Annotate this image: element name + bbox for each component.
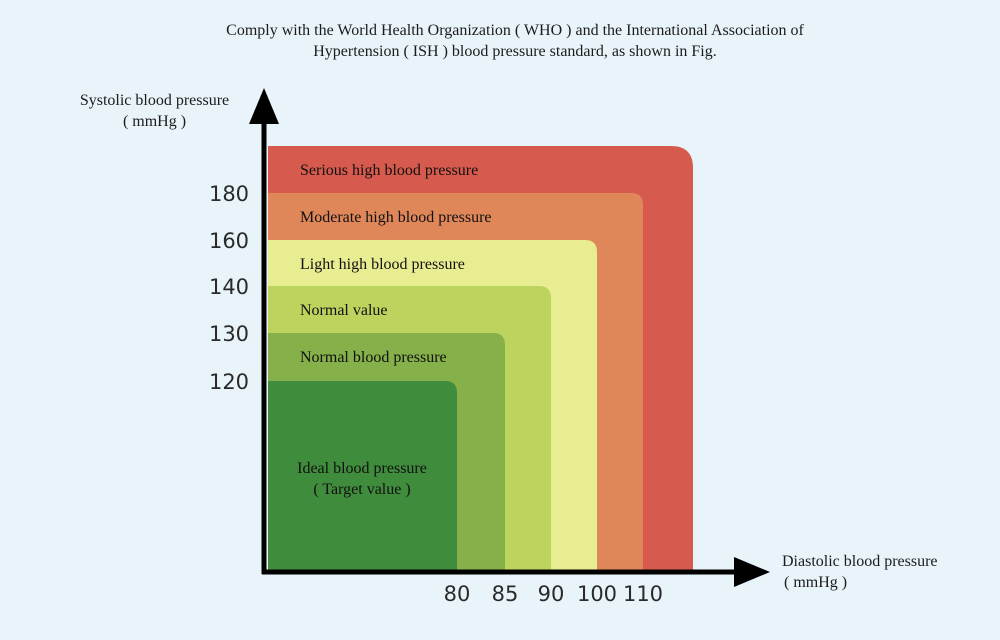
axes [249,88,770,587]
x-tick-90: 90 [538,582,565,606]
chart-title-line1: Comply with the World Health Organizatio… [226,22,804,39]
y-tick-180: 180 [209,182,249,206]
x-tick-100: 100 [577,582,617,606]
x-axis-unit: ( mmHg ) [784,574,848,591]
x-tick-110: 110 [623,582,663,606]
y-axis-title: Systolic blood pressure [79,92,230,109]
x-tick-layer: 80 85 90 100 110 [444,582,663,606]
y-axis-arrow [249,88,279,124]
y-axis-unit: ( mmHg ) [122,113,187,130]
chart-title-line2: Hypertension ( ISH ) blood pressure stan… [313,43,717,60]
zone-label-normal-blood-pressure: Normal blood pressure [300,349,447,366]
chart-title: Comply with the World Health Organizatio… [0,20,1000,62]
zone-sublabel-ideal-blood-pressure: ( Target value ) [313,481,410,498]
y-tick-140: 140 [209,275,249,299]
x-axis-arrow [734,557,770,587]
x-tick-85: 85 [492,582,519,606]
x-axis-label: Diastolic blood pressure ( mmHg ) [782,551,972,593]
zone-label-light-high-blood-pressure: Light high blood pressure [300,256,465,273]
zone-label-layer: Serious high blood pressure Moderate high… [297,162,491,498]
x-axis-title: Diastolic blood pressure [782,553,938,570]
zone-label-moderate-high-blood-pressure: Moderate high blood pressure [300,209,492,226]
y-tick-120: 120 [209,370,249,394]
zone-label-ideal-blood-pressure: Ideal blood pressure [297,460,427,477]
y-tick-layer: 120 130 140 160 180 [209,182,249,394]
y-axis-label: Systolic blood pressure ( mmHg ) [72,90,237,132]
zone-label-normal-value: Normal value [300,302,388,319]
zone-ideal-blood-pressure [268,381,457,570]
zone-label-serious-high-blood-pressure: Serious high blood pressure [300,162,478,179]
y-tick-160: 160 [209,229,249,253]
x-tick-80: 80 [444,582,471,606]
y-tick-130: 130 [209,322,249,346]
zone-layer [268,146,693,570]
